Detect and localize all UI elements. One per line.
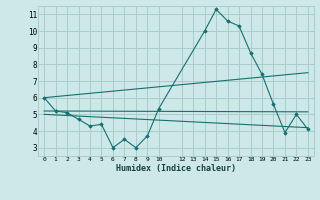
X-axis label: Humidex (Indice chaleur): Humidex (Indice chaleur) xyxy=(116,164,236,173)
